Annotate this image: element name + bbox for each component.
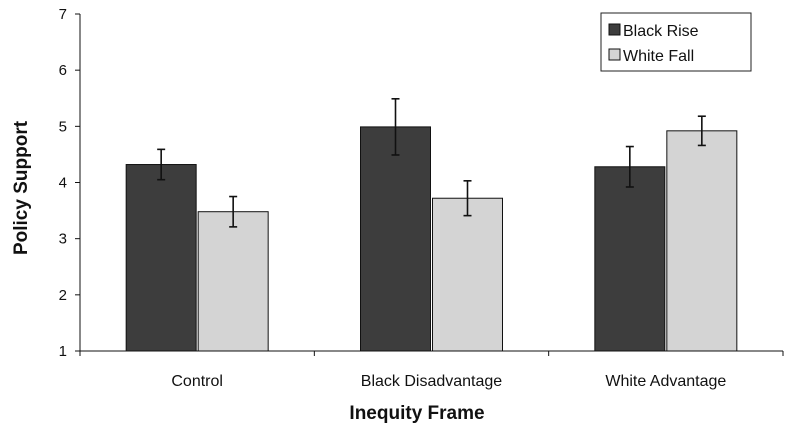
y-axis-title: Policy Support [11,120,32,255]
legend: Black Rise White Fall [600,12,752,72]
bar-1-1 [432,197,503,352]
x-tick-label-2: White Advantage [605,373,726,390]
bar-2-0 [594,166,666,352]
bar-1-0 [360,126,431,352]
y-tick-label-0: 1 [59,343,67,360]
y-tick-label-6: 7 [59,6,67,23]
error-bars-layer [157,98,706,228]
axes-layer [75,13,784,356]
bar-0-1 [197,211,269,352]
legend-label-black-rise: Black Rise [623,23,699,40]
y-tick-label-5: 6 [59,62,67,79]
bar-0-0 [125,164,197,352]
bars-layer [125,126,738,352]
legend-label-white-fall: White Fall [623,48,694,65]
y-tick-label-1: 2 [59,287,67,304]
legend-box [600,12,752,72]
legend-swatch-black-rise [608,23,621,36]
x-axis-title: Inequity Frame [349,403,484,424]
x-tick-labels: Control Black Disadvantage White Advantage [171,373,726,390]
bar-2-1 [666,130,738,352]
y-tick-labels: 1 2 3 4 5 6 7 [59,6,67,360]
legend-swatch-white-fall [608,48,621,61]
x-tick-label-0: Control [171,373,223,390]
y-tick-label-4: 5 [59,118,67,135]
y-tick-label-3: 4 [59,175,67,192]
y-tick-label-2: 3 [59,231,67,248]
x-tick-label-1: Black Disadvantage [361,373,503,390]
